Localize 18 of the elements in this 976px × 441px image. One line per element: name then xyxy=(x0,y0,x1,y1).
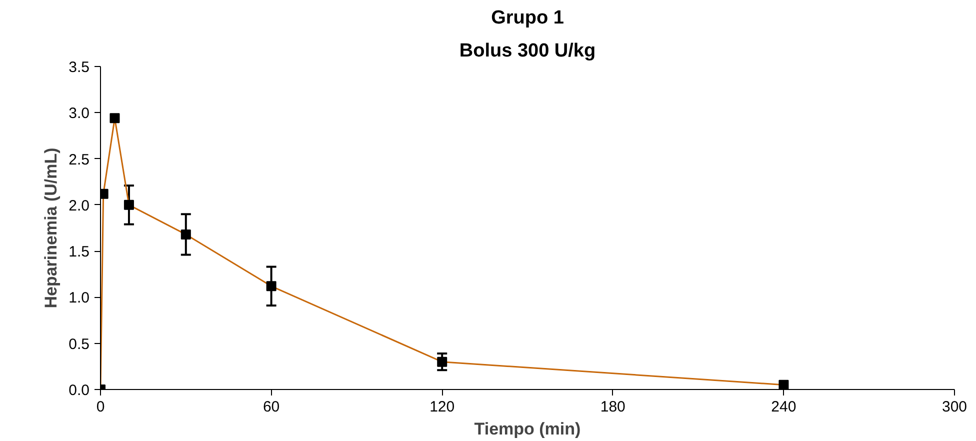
y-tick-label: 3.0 xyxy=(68,105,90,122)
chart-subtitle: Bolus 300 U/kg xyxy=(459,40,596,62)
x-tick-label: 180 xyxy=(600,398,626,416)
x-tick-label: 240 xyxy=(771,398,796,416)
y-tick-label: 3.5 xyxy=(68,59,90,76)
y-tick-label: 1.5 xyxy=(68,244,90,261)
x-axis-title: Tiempo (min) xyxy=(474,420,581,438)
x-tick-label: 0 xyxy=(96,398,105,416)
x-tick-label: 60 xyxy=(262,398,280,416)
y-tick-label: 2.0 xyxy=(68,197,90,214)
y-tick-label: 0.5 xyxy=(68,336,90,353)
y-axis-title: Heparinemia (U/mL) xyxy=(42,148,61,308)
x-tick-label: 120 xyxy=(430,398,455,416)
y-tick-label: 2.5 xyxy=(68,151,90,168)
x-tick-label: 300 xyxy=(942,398,968,416)
y-tick-label: 1.0 xyxy=(68,290,90,307)
chart-title: Grupo 1 xyxy=(491,8,564,28)
y-tick-label: 0.0 xyxy=(68,382,90,399)
